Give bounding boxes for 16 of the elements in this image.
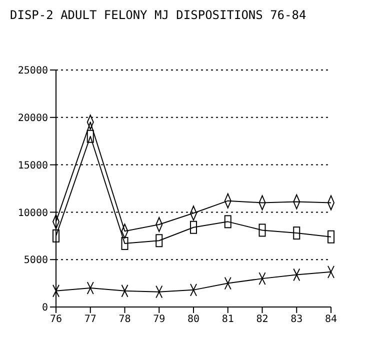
y-tick-label: 15000: [18, 160, 48, 172]
y-tick-label: 20000: [18, 112, 48, 124]
y-tick-label: 5000: [24, 255, 48, 266]
y-tick-label: 10000: [18, 208, 48, 219]
x-tick-label: 77: [84, 314, 96, 326]
x-tick-label: 82: [256, 314, 268, 326]
x-tick-label: 81: [222, 314, 234, 326]
x-tick-label: 76: [50, 314, 62, 326]
x-tick-label: 84: [324, 314, 338, 326]
chart-title: DISP-2 ADULT FELONY MJ DISPOSITIONS 76-84: [9, 8, 308, 24]
x-tick-label: 78: [118, 314, 131, 326]
y-tick-label: 0: [42, 302, 48, 314]
y-tick-label: 25000: [18, 66, 48, 77]
x-tick-label: 80: [187, 314, 200, 326]
x-tick-label: 83: [290, 314, 303, 326]
x-tick-label: 79: [153, 314, 166, 326]
